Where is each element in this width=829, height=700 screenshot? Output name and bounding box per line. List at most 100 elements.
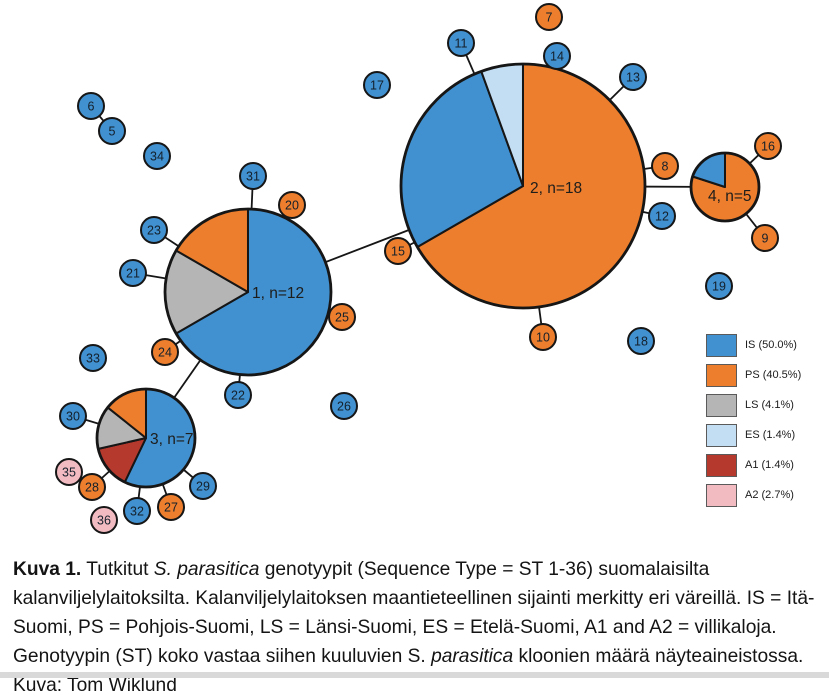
caption-segment: Tutkitut [81,559,154,581]
st-node-11: 11 [447,29,475,57]
legend-swatch-is [706,333,737,357]
st-node-8: 8 [651,152,679,180]
st-node-circle [239,162,267,190]
st-node-36: 36 [90,506,118,534]
st-node-5: 5 [98,117,126,145]
st-node-circle [751,224,779,252]
st-node-number: 11 [455,37,468,51]
st-node-12: 12 [648,202,676,230]
st-node-circle [363,71,391,99]
st-node-7: 7 [535,3,563,31]
st-node-circle [151,338,179,366]
pie-label: 3, n=7 [150,431,194,448]
st-node-17: 17 [363,71,391,99]
pie-st-4: 4, n=5 [689,151,761,223]
st-node-number: 14 [550,50,564,64]
legend-label: A1 (1.4%) [745,459,794,471]
legend-swatch-a1 [706,453,737,477]
st-node-22: 22 [224,381,252,409]
st-node-circle [535,3,563,31]
clipped-text-fragment: ä [0,426,10,449]
legend-item-es: ES (1.4%) [706,423,826,447]
clipped-text-fragment: t [0,186,10,209]
st-node-number: 13 [626,71,640,85]
st-node-28: 28 [78,473,106,501]
st-node-9: 9 [751,224,779,252]
st-node-circle [90,506,118,534]
st-node-circle [384,237,412,265]
pie-label: 2, n=18 [530,180,582,197]
st-node-circle [59,402,87,430]
st-node-circle [529,323,557,351]
st-node-circle [140,216,168,244]
st-node-33: 33 [79,344,107,372]
st-node-number: 30 [66,410,80,424]
st-node-circle [278,191,306,219]
caption-segment: S. parasitica [153,559,260,581]
pie-label: 4, n=5 [708,188,752,205]
st-node-circle [224,381,252,409]
st-node-circle [627,327,655,355]
st-node-number: 18 [634,335,648,349]
st-node-13: 13 [619,63,647,91]
st-node-circle [648,202,676,230]
st-node-32: 32 [123,497,151,525]
st-node-16: 16 [754,132,782,160]
legend-swatch-a2 [706,483,737,507]
st-node-circle [119,259,147,287]
figure-caption: Kuva 1. Tutkitut S. parasitica genotyypi… [13,555,819,700]
st-node-35: 35 [55,458,83,486]
st-node-circle [189,472,217,500]
st-node-6: 6 [77,92,105,120]
legend-label: LS (4.1%) [745,399,794,411]
st-node-circle [55,458,83,486]
st-node-20: 20 [278,191,306,219]
region-color-legend: IS (50.0%) PS (40.5%) LS (4.1%) ES (1.4%… [706,333,826,513]
st-node-number: 35 [62,466,76,480]
st-node-26: 26 [330,392,358,420]
pie-st-2: 2, n=18 [399,62,647,310]
st-node-number: 24 [158,346,172,360]
legend-item-ps: PS (40.5%) [706,363,826,387]
legend-item-a2: A2 (2.7%) [706,483,826,507]
st-node-circle [328,303,356,331]
st-node-number: 10 [536,331,550,345]
st-node-31: 31 [239,162,267,190]
st-node-number: 25 [335,311,349,325]
st-node-number: 17 [370,79,384,93]
st-node-number: 15 [391,245,405,259]
pie-outline [689,151,761,223]
st-node-circle [651,152,679,180]
caption-segment: Kuva 1. [13,559,82,581]
st-node-19: 19 [705,272,733,300]
st-node-circle [447,29,475,57]
st-node-circle [77,92,105,120]
legend-item-is: IS (50.0%) [706,333,826,357]
st-node-number: 20 [285,199,299,213]
st-node-circle [98,117,126,145]
legend-swatch-ls [706,393,737,417]
st-node-34: 34 [143,142,171,170]
st-node-24: 24 [151,338,179,366]
caption-segment: genotyypit (Sequence Type = ST 1-36) suo… [13,559,815,668]
st-node-27: 27 [157,493,185,521]
legend-label: PS (40.5%) [745,369,802,381]
pie-st-1: 1, n=12 [163,207,333,377]
genotype-network-figure: 1, n=12 2, n=18 3, n=7 4, n=5 56 7 8 9 10 11 12 13 1… [55,3,782,534]
st-node-number: 16 [761,140,775,154]
caption-segment: parasitica [431,646,514,668]
st-node-30: 30 [59,402,87,430]
pie-outline [163,207,333,377]
st-node-14: 14 [543,42,571,70]
st-node-circle [157,493,185,521]
st-node-10: 10 [529,323,557,351]
st-node-18: 18 [627,327,655,355]
st-node-number: 34 [150,150,164,164]
st-node-number: 19 [712,280,726,294]
st-node-number: 21 [126,267,140,281]
st-node-number: 12 [655,210,669,224]
st-node-21: 21 [119,259,147,287]
st-node-number: 36 [97,514,111,528]
st-node-number: 28 [85,481,99,495]
st-node-15: 15 [384,237,412,265]
